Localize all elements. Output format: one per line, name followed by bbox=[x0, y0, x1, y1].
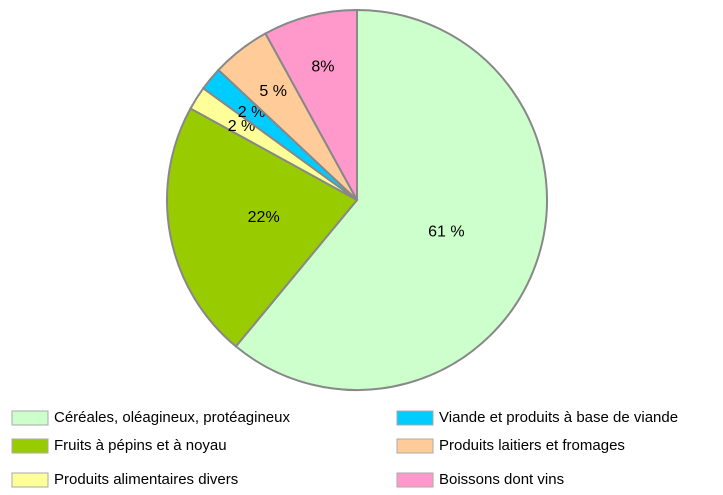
legend-label: Produits alimentaires divers bbox=[54, 471, 238, 488]
slice-label: 5 % bbox=[259, 83, 287, 100]
legend-swatch bbox=[396, 438, 434, 454]
legend-label: Fruits à pépins et à noyau bbox=[54, 437, 227, 454]
legend-swatch bbox=[11, 410, 49, 426]
slice-label: 61 % bbox=[428, 223, 464, 240]
pie-slice bbox=[264, 8, 358, 201]
legend-label: Produits laitiers et fromages bbox=[439, 437, 625, 454]
legend-swatch bbox=[11, 472, 49, 488]
pie-slice bbox=[234, 8, 548, 391]
legend-swatch bbox=[11, 438, 49, 454]
legend-swatch bbox=[396, 472, 434, 488]
slice-label: 22% bbox=[248, 209, 280, 226]
slice-label: 8% bbox=[311, 59, 334, 76]
legend-swatch bbox=[396, 410, 434, 426]
legend-label: Boissons dont vins bbox=[439, 471, 564, 488]
legend-label: Céréales, oléagineux, protéagineux bbox=[54, 409, 290, 426]
legend-label: Viande et produits à base de viande bbox=[439, 409, 678, 426]
pie-slice bbox=[166, 107, 359, 348]
